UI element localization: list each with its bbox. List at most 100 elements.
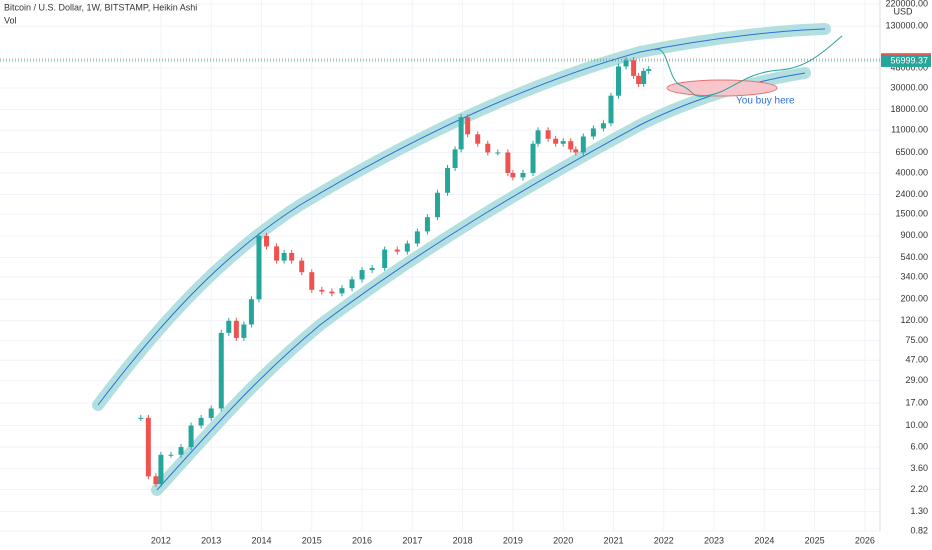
x-tick-label: 2018 [453,535,473,545]
candle [404,243,410,252]
x-tick-label: 2016 [352,535,372,545]
candle [452,149,458,168]
candle [580,136,586,153]
y-tick-label: 11000.00 [891,125,928,135]
x-tick-label: 2026 [855,535,875,545]
candle [560,141,566,144]
annotation: You buy here [736,96,795,107]
candle [256,235,262,300]
price-tag [881,54,931,67]
y-tick-label: 75.00 [905,335,928,345]
candle [339,288,345,294]
candle [359,270,365,280]
x-tick-label: 2022 [654,535,674,545]
x-tick-label: 2025 [805,535,825,545]
candle [158,454,164,485]
candle [281,252,287,261]
candle [233,320,239,338]
candle [289,252,295,261]
x-tick-label: 2015 [302,535,322,545]
price-label: 56999.37 [890,55,928,65]
x-tick-label: 2017 [402,535,422,545]
candle [520,172,526,178]
x-tick-label: 2012 [151,535,171,545]
candle [138,417,144,419]
y-tick-label: 30000.00 [890,82,928,92]
y-tick-label: 1500.00 [895,209,928,219]
x-tick-label: 2021 [603,535,623,545]
x-tick-label: 2019 [503,535,523,545]
candle [623,60,629,67]
chart-title: Bitcoin / U.S. Dollar, 1W, BITSTAMP, Hei… [4,2,197,12]
candle [568,141,574,150]
x-tick-label: 2014 [251,535,271,545]
candle [608,95,614,124]
candle [178,447,184,455]
y-tick-label: 3.60 [910,463,928,473]
candle [208,408,214,418]
candle [153,476,159,485]
y-tick-label: 220000.00 [885,0,928,8]
y-tick-label: 200.00 [900,294,928,304]
candle [264,235,270,247]
candle [535,130,541,144]
candle [394,249,400,252]
candle [218,332,224,409]
candle [475,134,481,144]
candle [349,279,355,289]
y-tick-label: 0.82 [910,525,928,535]
candle [616,66,622,96]
candle [329,291,335,294]
candle [545,130,551,139]
candle [168,454,174,456]
candle [434,192,440,218]
candle [198,417,204,426]
y-tick-label: 900.00 [900,230,928,240]
y-tick-label: 540.00 [900,252,928,262]
y-tick-label: 18000.00 [890,104,928,114]
candle [248,299,254,325]
candle [145,417,151,477]
candle [414,231,420,244]
y-tick-label: 47.00 [905,355,928,365]
candle [458,117,464,150]
candle [573,149,579,153]
candle [553,138,559,144]
y-tick-label: 10.00 [905,420,928,430]
channel-lower [156,72,806,491]
candle [465,117,471,135]
channel-highlight [151,67,811,496]
candle [495,152,501,154]
projection [654,35,843,97]
candle [188,425,194,448]
x-tick-label: 2024 [754,535,774,545]
chart-subtitle: Vol [4,15,17,25]
y-tick-label: 29.00 [905,375,928,385]
y-tick-label: 17.00 [905,398,928,408]
candle [600,123,606,129]
candle [485,143,491,153]
candle [369,267,375,271]
candle [636,75,642,84]
y-tick-label: 2400.00 [895,189,928,199]
y-tick-label: 120.00 [900,315,928,325]
candle [646,69,652,71]
x-tick-label: 2020 [553,535,573,545]
candle [641,70,647,84]
candle [299,260,305,273]
candle [241,324,247,338]
x-tick-label: 2013 [201,535,221,545]
candle [226,320,232,333]
candle [505,152,511,173]
y-tick-label: 6500.00 [895,147,928,157]
buy-zone [666,79,778,97]
candle [445,167,451,193]
candle [424,217,430,232]
x-tick-label: 2023 [704,535,724,545]
candle [309,272,315,290]
y-tick-label: 340.00 [900,271,928,281]
y-tick-label: 6.00 [910,441,928,451]
y-tick-label: 2.20 [910,484,928,494]
candle [319,289,325,292]
